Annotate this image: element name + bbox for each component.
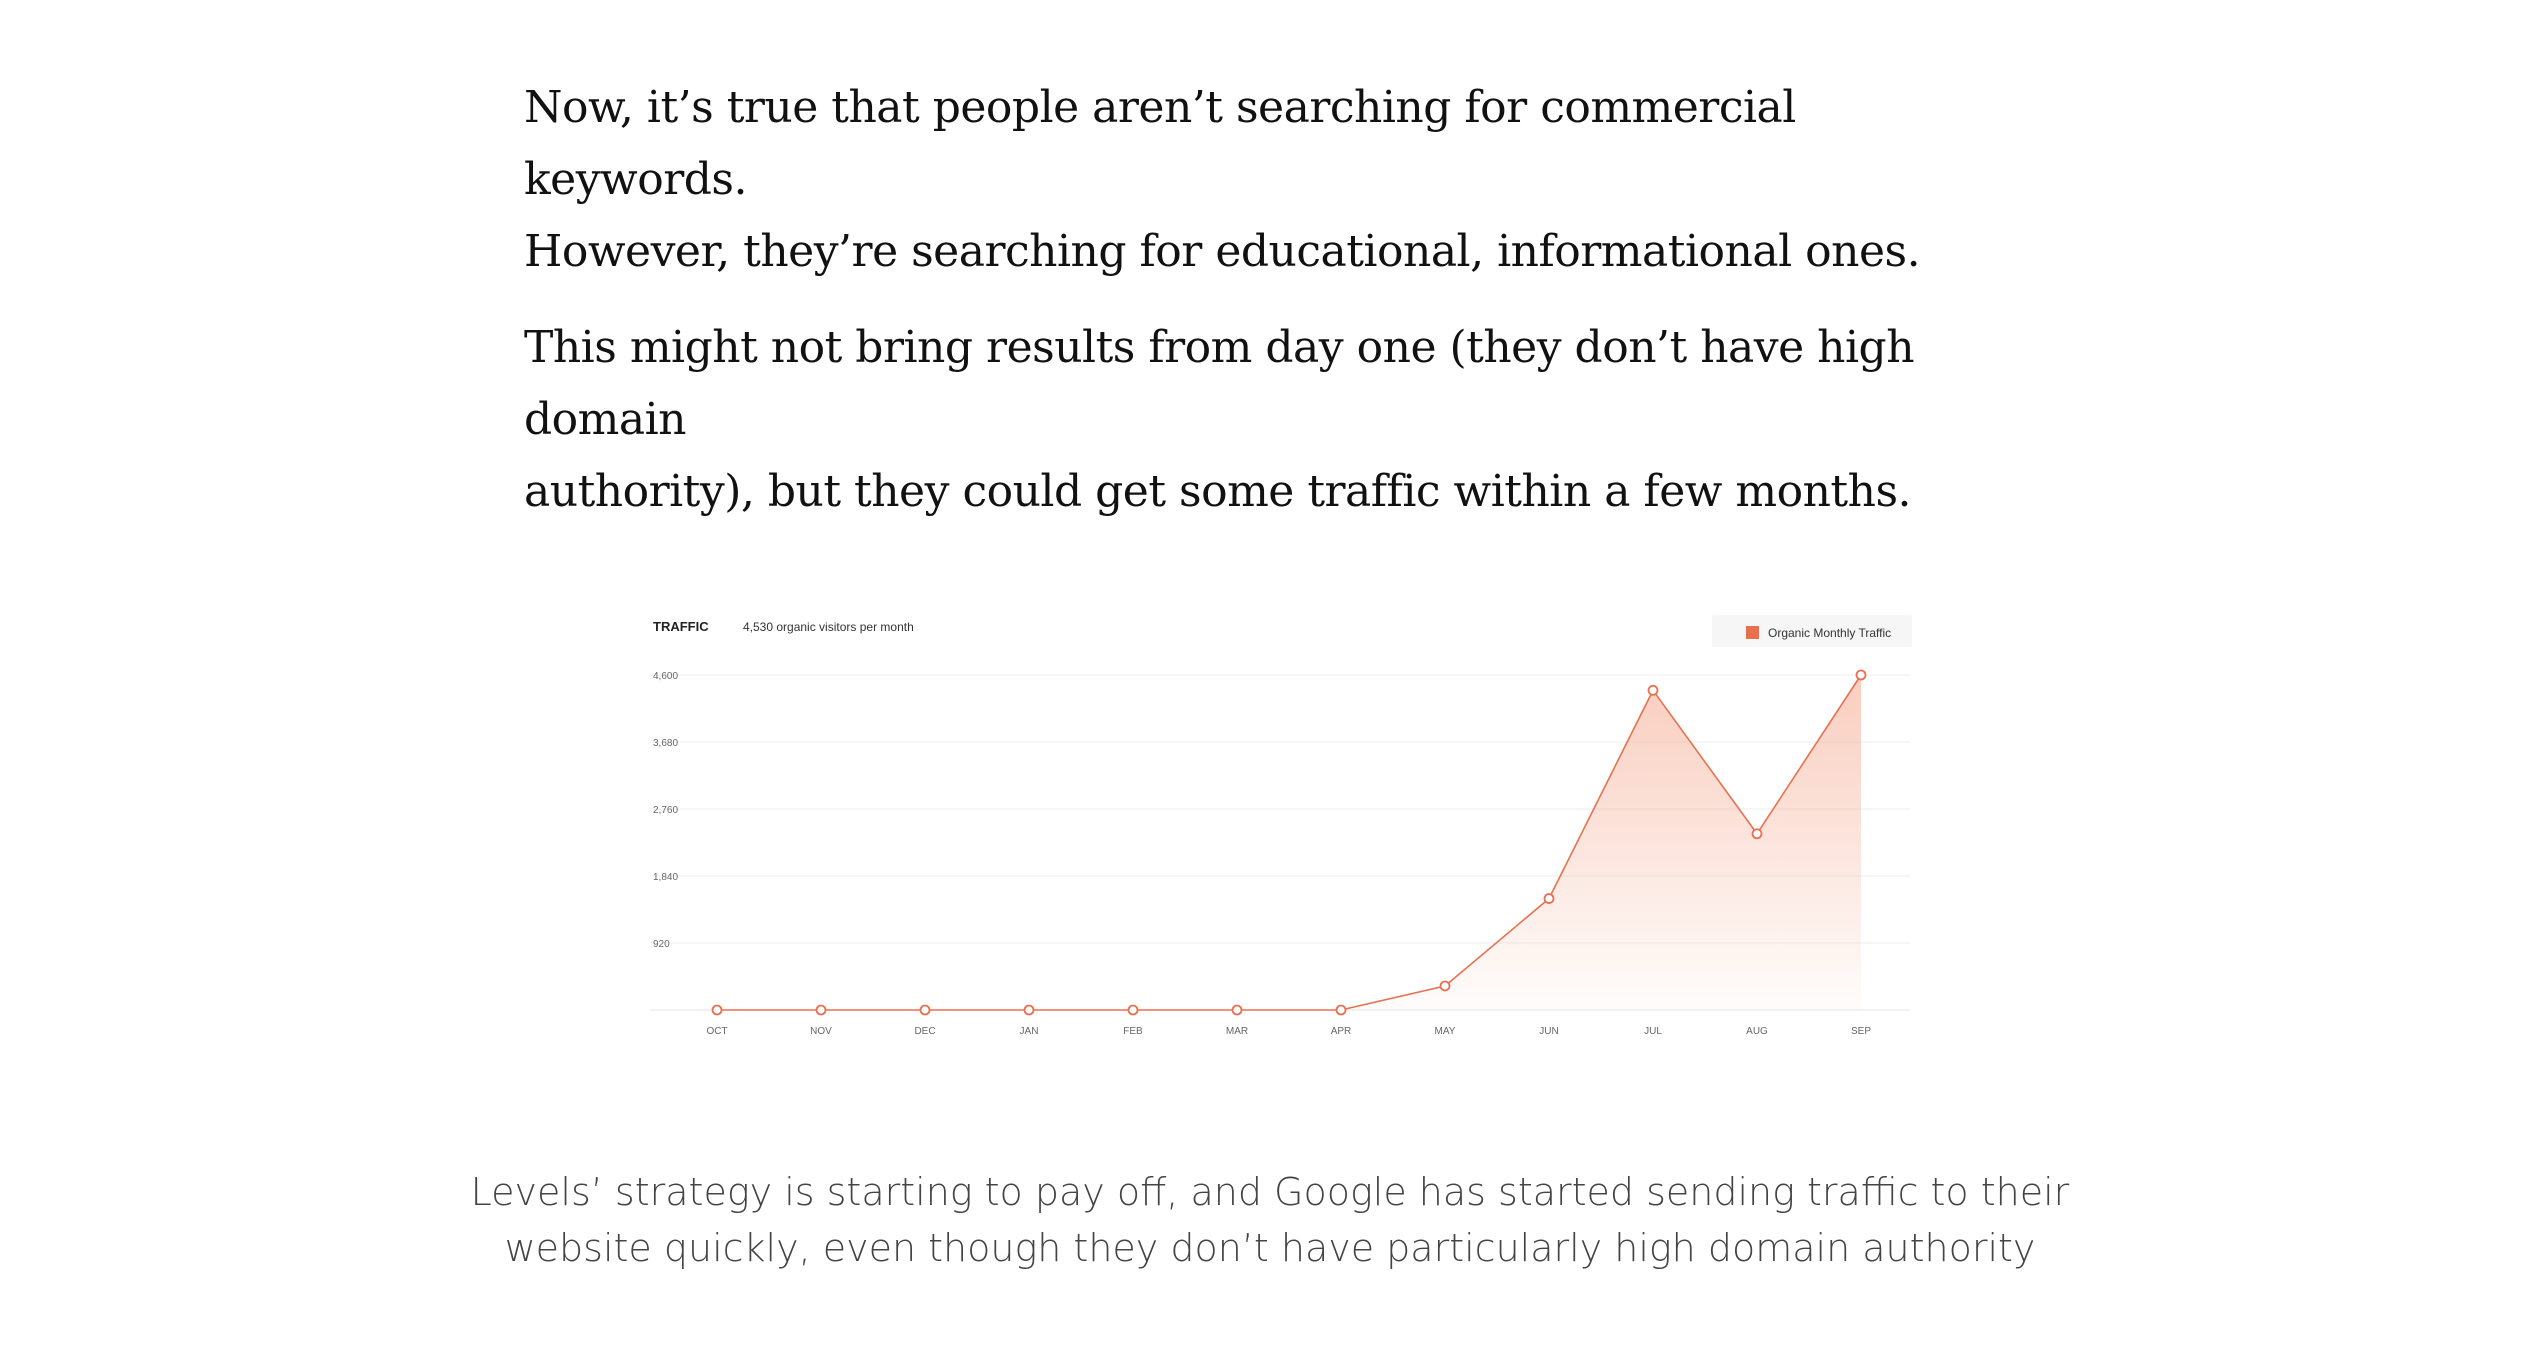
- data-point: [1751, 828, 1763, 840]
- article-paragraph: This might not bring results from day on…: [524, 312, 2024, 528]
- caption-line: Levels’ strategy is starting to pay off,…: [470, 1170, 2070, 1214]
- y-tick-label: 920: [653, 939, 670, 950]
- data-point: [1647, 684, 1659, 696]
- data-point: [1855, 669, 1867, 681]
- x-tick-label: JUN: [1539, 1026, 1558, 1037]
- x-tick-label: DEC: [914, 1026, 935, 1037]
- x-axis: OCT NOV DEC JAN FEB MAR APR MAY JUN JUL AUG SEP: [706, 1026, 1871, 1037]
- paragraph-line: This might not bring results from day on…: [524, 322, 1915, 445]
- legend-swatch: [1746, 626, 1759, 639]
- line-layer: [717, 674, 1862, 1011]
- traffic-chart: TRAFFIC 4,530 organic visitors per month…: [650, 615, 1912, 1037]
- traffic-chart-figure: TRAFFIC 4,530 organic visitors per month…: [640, 605, 1920, 1055]
- y-tick-label: 3,680: [653, 738, 678, 749]
- paragraph-line: authority), but they could get some traf…: [524, 466, 1912, 517]
- data-point: [1543, 893, 1555, 904]
- legend-box: [1712, 615, 1912, 647]
- chart-subtitle: 4,530 organic visitors per month: [743, 620, 914, 634]
- data-point: [1335, 1004, 1347, 1016]
- data-point: [815, 1004, 827, 1016]
- chart-title: TRAFFIC: [653, 619, 709, 634]
- point-layer: [711, 669, 1867, 1016]
- x-tick-label: OCT: [706, 1026, 727, 1037]
- data-point: [1231, 1004, 1243, 1016]
- data-point: [1023, 1004, 1035, 1016]
- y-axis: 4,600 3,680 2,760 1,840 920: [653, 671, 678, 950]
- data-point: [711, 1004, 723, 1016]
- x-tick-label: JUL: [1644, 1026, 1662, 1037]
- figure-caption: Levels’ strategy is starting to pay off,…: [470, 1164, 2070, 1276]
- x-tick-label: NOV: [810, 1026, 832, 1037]
- data-point: [1127, 1004, 1139, 1016]
- caption-line: website quickly, even though they don’t …: [504, 1226, 2036, 1270]
- data-point: [1439, 980, 1451, 992]
- article-paragraph: Now, it’s true that people aren’t search…: [524, 72, 2024, 288]
- y-tick-label: 4,600: [653, 671, 678, 682]
- article-body: Now, it’s true that people aren’t search…: [524, 72, 2024, 552]
- x-tick-label: MAR: [1226, 1026, 1248, 1037]
- x-tick-label: FEB: [1123, 1026, 1143, 1037]
- series-line: [717, 674, 1862, 1011]
- paragraph-line: However, they’re searching for education…: [524, 226, 1921, 277]
- area-layer: [717, 675, 1861, 1010]
- y-tick-label: 2,760: [653, 805, 678, 816]
- series-area: [717, 675, 1861, 1010]
- data-point: [919, 1004, 931, 1016]
- x-tick-label: AUG: [1746, 1026, 1768, 1037]
- paragraph-line: Now, it’s true that people aren’t search…: [524, 82, 1796, 205]
- x-tick-label: MAY: [1435, 1026, 1456, 1037]
- x-tick-label: SEP: [1851, 1026, 1871, 1037]
- y-tick-label: 1,840: [653, 872, 678, 883]
- legend-label: Organic Monthly Traffic: [1768, 626, 1891, 640]
- x-tick-label: JAN: [1020, 1026, 1039, 1037]
- x-tick-label: APR: [1331, 1026, 1352, 1037]
